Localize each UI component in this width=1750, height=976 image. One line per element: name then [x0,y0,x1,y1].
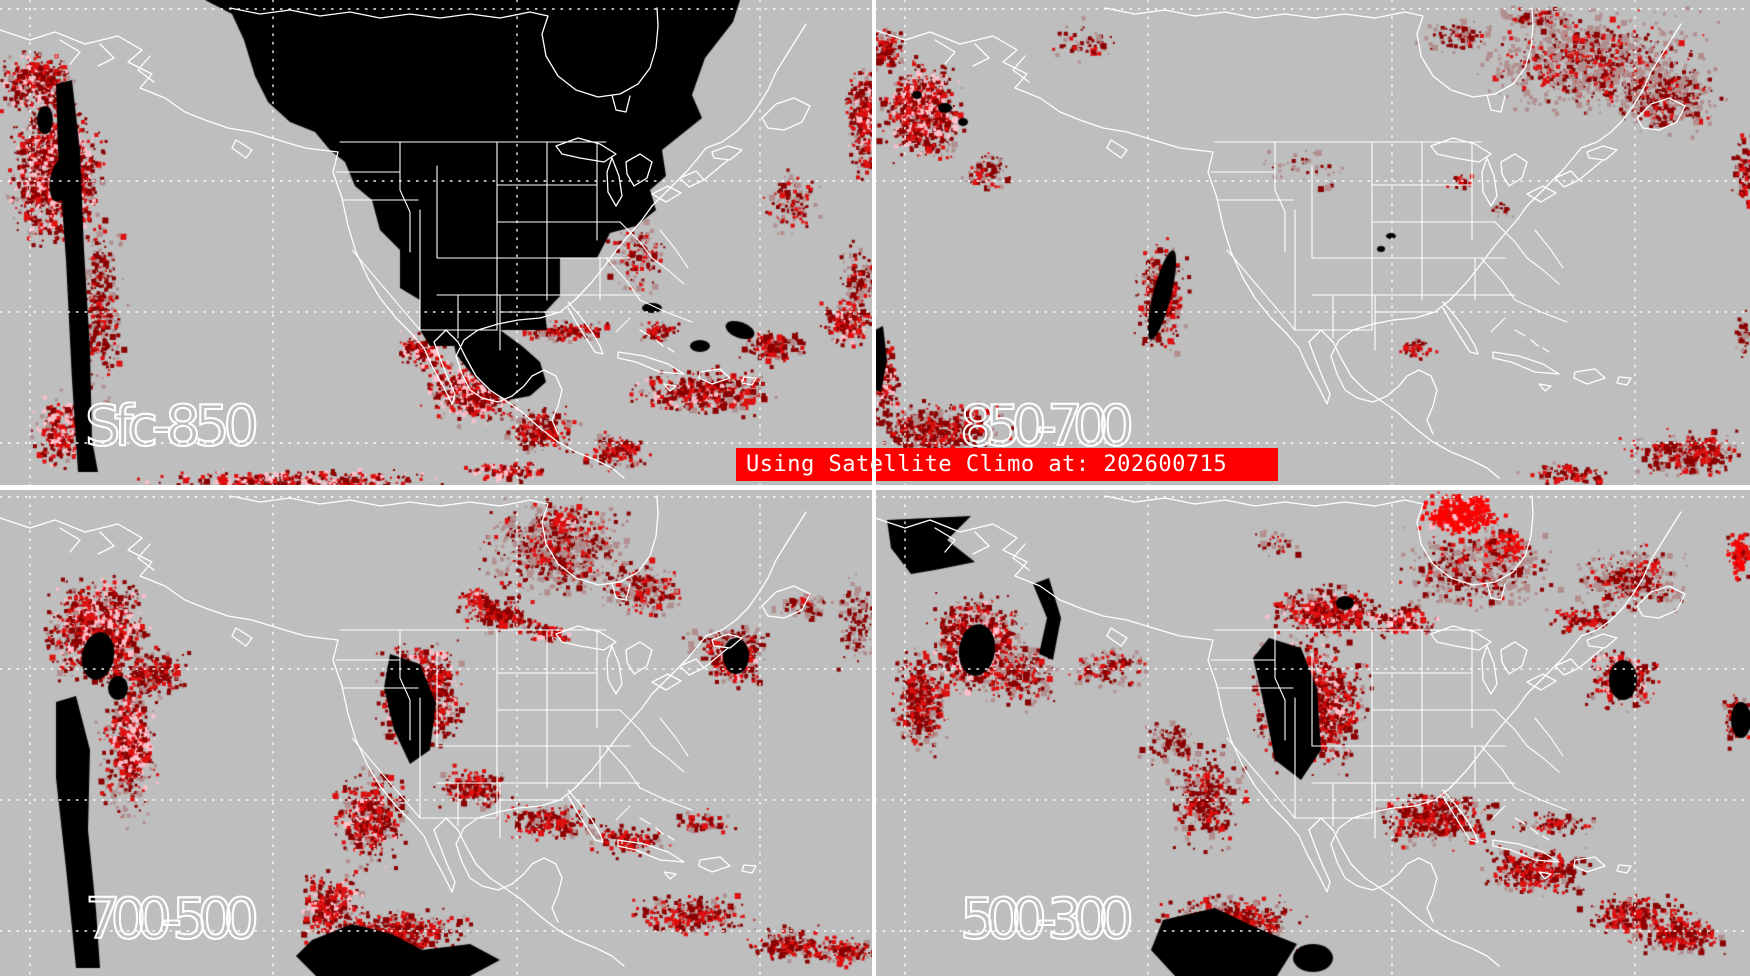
timestamp-banner: Using Satellite Climo at: 202600715 [736,448,1278,481]
panel-label-sfc-850: Sfc-850 [85,394,260,459]
panel-label-700-500: 700-500 [85,887,260,952]
panel-label-500-300: 500-300 [960,887,1135,952]
panel-divider-horizontal [0,485,1750,490]
timestamp-banner-text: Using Satellite Climo at: 202600715 [746,452,1228,477]
